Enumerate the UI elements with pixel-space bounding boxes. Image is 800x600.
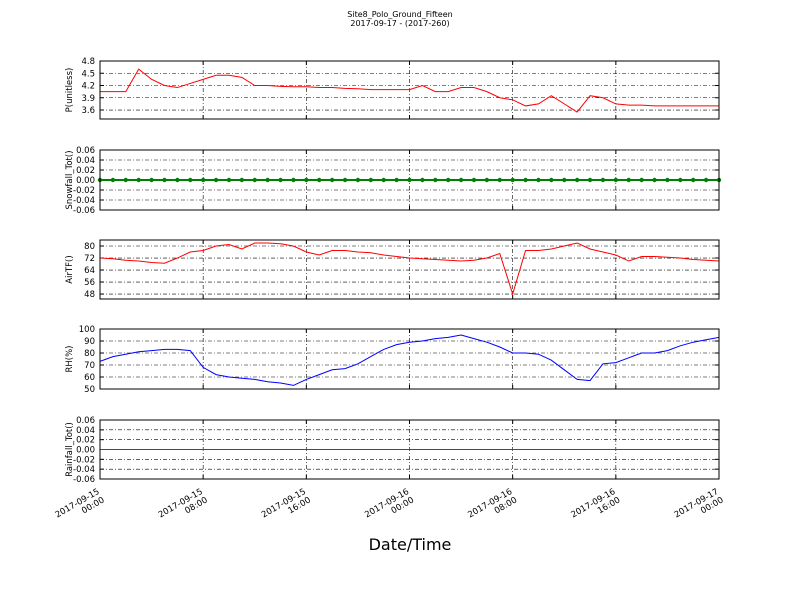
y-tick-label: -0.06 (73, 475, 95, 485)
plot-frame (99, 419, 720, 480)
data-point (278, 177, 283, 183)
data-point (678, 177, 683, 183)
y-axis-label: P(unitless) (65, 68, 75, 113)
y-tick-label: 0.02 (76, 436, 95, 446)
y-tick-label: 72 (84, 254, 95, 264)
data-point (574, 177, 580, 183)
y-tick-label: 4.2 (81, 82, 95, 92)
data-point (497, 177, 502, 183)
y-axis-label: AirTF() (65, 255, 75, 283)
y-tick-label: 100 (79, 325, 95, 335)
data-point (484, 177, 490, 183)
y-tick-label: 4.5 (81, 69, 95, 79)
data-point (407, 177, 412, 183)
data-point (703, 177, 709, 183)
y-tick-label: 0.00 (76, 446, 95, 456)
y-tick-label: -0.04 (73, 196, 95, 206)
data-point (317, 177, 322, 183)
y-tick-label: 48 (84, 290, 95, 300)
y-tick-label: -0.02 (73, 455, 95, 465)
data-point (600, 177, 606, 183)
data-point (368, 177, 374, 183)
data-point (562, 177, 567, 183)
y-tick-label: 60 (84, 373, 95, 383)
y-axis-label: Rainfall_Tot() (65, 422, 75, 477)
data-point (445, 177, 451, 183)
plot-frame (99, 149, 720, 211)
data-point (523, 177, 528, 183)
data-point (626, 177, 631, 183)
y-tick-label: 70 (84, 361, 95, 371)
y-tick-label: 0.06 (76, 416, 95, 426)
y-tick-label: 56 (84, 278, 95, 288)
data-point (200, 177, 206, 183)
y-tick-label: 3.6 (81, 106, 95, 116)
plot-frame (99, 328, 720, 390)
y-tick-label: 0.04 (76, 156, 95, 166)
y-tick-label: 0.04 (76, 426, 95, 436)
data-point (252, 177, 257, 183)
data-point (433, 177, 438, 183)
data-point (639, 177, 644, 183)
data-point (304, 177, 309, 183)
data-point (458, 177, 464, 183)
data-point (381, 177, 386, 183)
y-tick-label: -0.06 (73, 206, 95, 216)
data-point (342, 177, 348, 183)
data-point (239, 177, 245, 183)
y-tick-label: 80 (84, 349, 95, 359)
data-point (691, 177, 696, 183)
y-tick-label: -0.02 (73, 186, 95, 196)
data-point (175, 177, 180, 183)
data-point (188, 177, 193, 183)
data-point (162, 177, 167, 183)
data-point (587, 177, 593, 183)
data-point (265, 177, 270, 183)
y-tick-label: 64 (84, 266, 95, 276)
plot-frame (99, 60, 720, 120)
y-tick-label: 4.8 (81, 57, 95, 67)
y-tick-label: 90 (84, 337, 95, 347)
data-point (420, 177, 425, 183)
y-axis-label: Snowfall_Tot() (65, 150, 75, 209)
data-point (213, 177, 219, 183)
data-point (136, 177, 141, 183)
data-point (394, 177, 399, 183)
y-tick-label: 0.00 (76, 176, 95, 186)
y-tick-label: 0.02 (76, 166, 95, 176)
data-point (110, 177, 116, 183)
data-point (123, 177, 128, 183)
data-point (510, 177, 515, 183)
data-line (99, 334, 720, 386)
data-point (355, 177, 361, 183)
data-point (652, 177, 657, 183)
data-line (99, 242, 720, 296)
data-line (100, 68, 719, 113)
y-tick-label: 50 (84, 385, 95, 395)
data-point (226, 177, 232, 183)
data-point (665, 177, 670, 183)
chart-subtitle: 2017-09-17 - (2017-260) (350, 19, 449, 28)
data-point (291, 177, 296, 183)
data-point (329, 177, 335, 183)
x-axis-label: Date/Time (369, 535, 452, 554)
y-tick-label: 80 (84, 242, 95, 252)
data-point (549, 177, 554, 183)
chart-title: Site8_Polo_Ground_Fifteen (347, 10, 452, 19)
data-point (613, 177, 619, 183)
y-tick-label: -0.04 (73, 465, 95, 475)
y-axis-label: RH(%) (65, 345, 75, 372)
data-point (471, 177, 477, 183)
y-tick-label: 3.9 (81, 94, 95, 104)
y-tick-label: 0.06 (76, 146, 95, 156)
plot-frame (99, 239, 720, 300)
data-point (536, 177, 541, 183)
data-point (149, 177, 154, 183)
